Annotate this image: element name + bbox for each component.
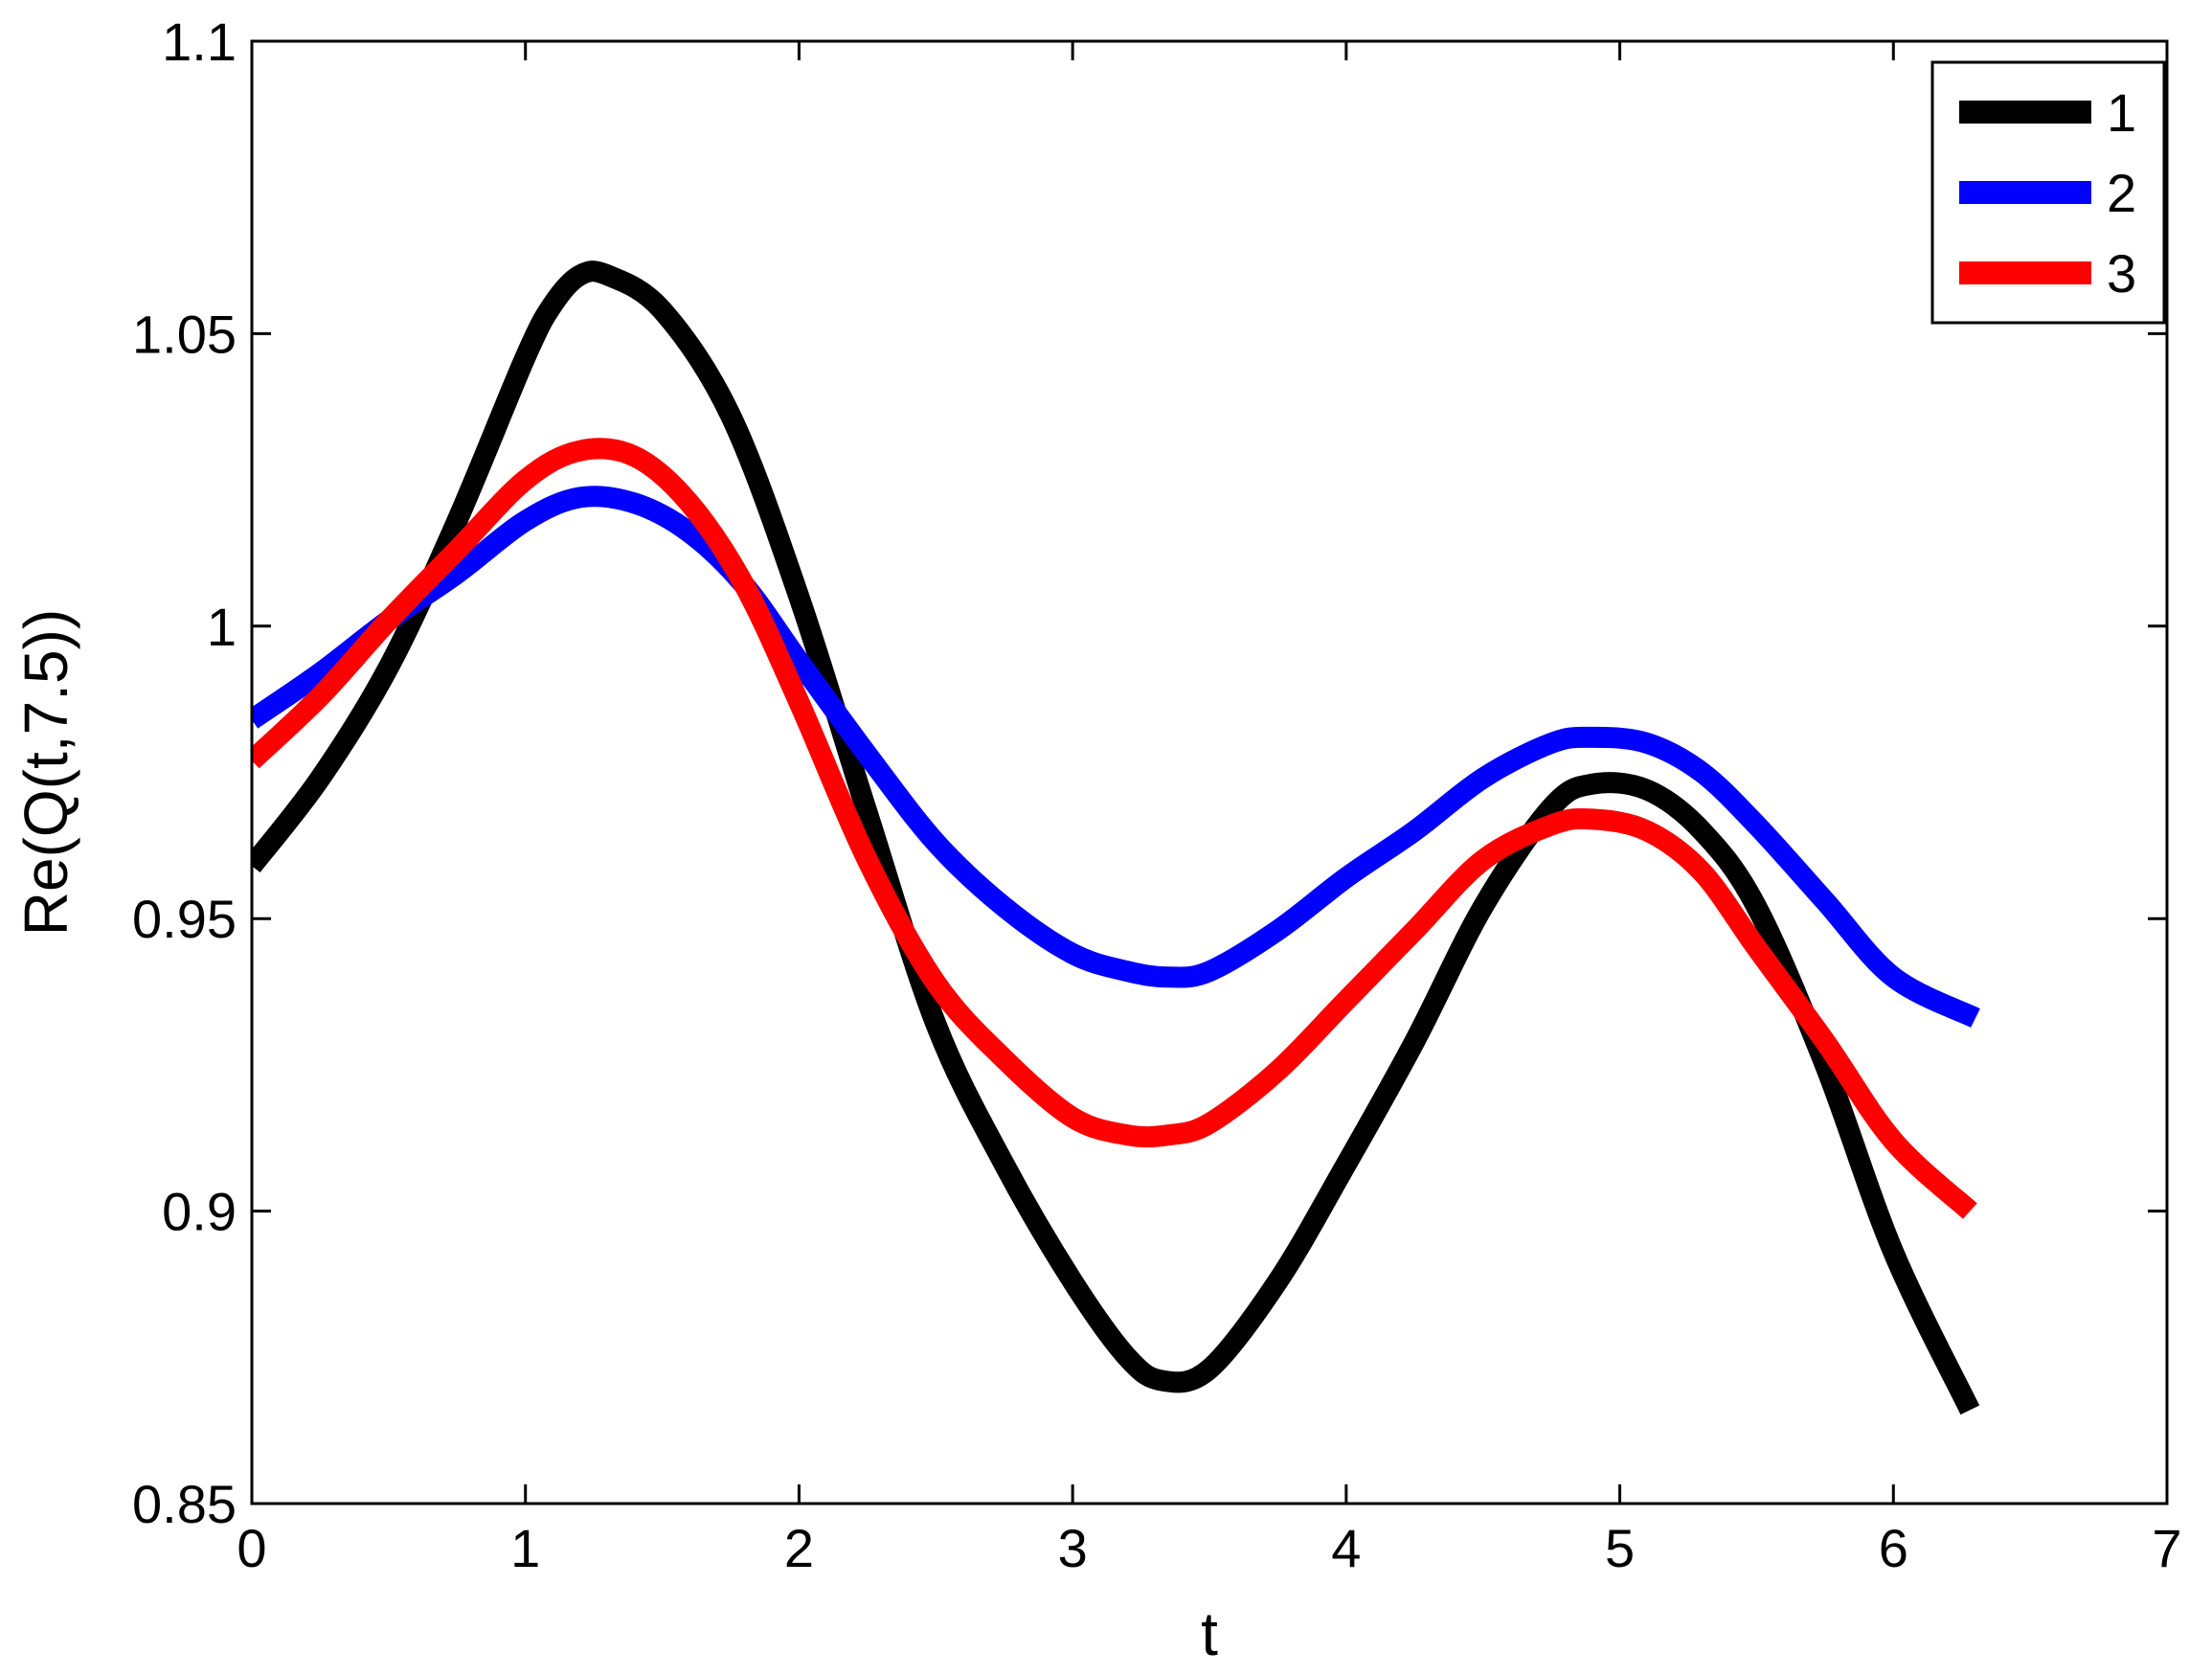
y-tick-label: 1 xyxy=(207,597,237,657)
legend-label-2: 2 xyxy=(2107,163,2136,223)
series-line-3 xyxy=(252,438,1977,1219)
x-tick-label: 5 xyxy=(1605,1518,1635,1578)
x-tick-label: 7 xyxy=(2152,1518,2181,1578)
x-tick-label: 4 xyxy=(1331,1518,1361,1578)
legend: 1 2 3 xyxy=(1930,60,2166,325)
x-axis-label: t xyxy=(1201,1599,1218,1668)
x-tick-label: 1 xyxy=(510,1518,540,1578)
y-tick-label: 1.05 xyxy=(132,304,237,364)
x-tick-label: 6 xyxy=(1879,1518,1908,1578)
series-line-1 xyxy=(252,260,1980,1415)
x-tick-label: 0 xyxy=(237,1518,266,1578)
y-tick-label: 0.95 xyxy=(132,889,237,949)
series-lines xyxy=(252,260,1980,1415)
axes-frame xyxy=(250,39,2169,1505)
legend-label-3: 3 xyxy=(2107,243,2136,304)
series-line-2 xyxy=(252,486,1980,1028)
legend-label-1: 1 xyxy=(2107,82,2136,143)
x-tick-label: 2 xyxy=(784,1518,814,1578)
y-tick-label: 0.9 xyxy=(162,1182,237,1242)
y-tick-label: 0.85 xyxy=(132,1474,237,1534)
y-axis-label: Re(Q(t,7.5)) xyxy=(11,609,80,936)
x-tick-label: 3 xyxy=(1058,1518,1088,1578)
plot-area xyxy=(252,260,1980,1415)
axes: 0 1 2 3 4 5 6 7 0.85 0.9 0.95 1 1.05 1.1 xyxy=(132,11,2182,1578)
y-tick-label: 1.1 xyxy=(162,11,237,72)
